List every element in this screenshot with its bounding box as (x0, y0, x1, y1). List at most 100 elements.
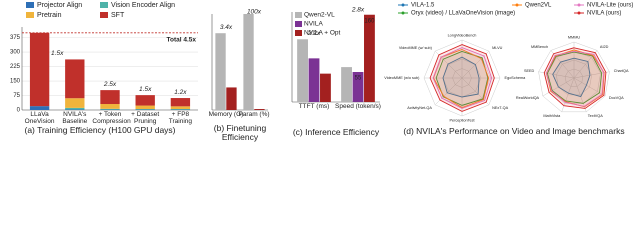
reduction-label: 1.5x (139, 86, 152, 93)
radar-axis-label: MMBench (531, 45, 548, 49)
radar-spoke (434, 77, 463, 106)
x-tick-label: Memory (G) (208, 111, 244, 118)
bar-segment (135, 105, 155, 110)
bar-segment (65, 59, 85, 99)
legend-swatch (26, 12, 34, 18)
bar-segment (65, 109, 85, 110)
bar-segment (100, 108, 120, 110)
y-tick-label: 300 (10, 50, 21, 56)
bar-segment (170, 109, 191, 110)
legend-swatch (295, 12, 302, 18)
radar-axis-label: VideoMME (w/ sub) (399, 46, 433, 50)
legend-label: Vision Encoder Align (111, 2, 175, 9)
radar-axis-label: PerceptionTest (449, 119, 475, 123)
radar-axis-label: MMMU (568, 36, 580, 40)
reduction-label: 1.5x (51, 50, 64, 57)
bar (243, 14, 254, 110)
legend-label: NVILA-Lite (ours) (587, 3, 633, 9)
bar (297, 39, 308, 102)
radar-series (543, 47, 607, 109)
y-tick-label: 0 (17, 108, 21, 114)
caption: (b) Finetuning Efficiency (213, 123, 267, 142)
x-tick-label: TTFT (ms) (298, 103, 330, 110)
bar (254, 109, 265, 110)
y-tick-label: 75 (13, 93, 20, 99)
bar (352, 72, 364, 102)
legend-marker (577, 11, 581, 15)
radar-axis-label: AI2D (600, 45, 609, 49)
bar-segment (135, 109, 155, 110)
total-label: Total 4.5x (166, 37, 196, 44)
legend-swatch (295, 30, 302, 36)
radar-axis-label: TextVQA (588, 114, 603, 118)
ratio-label: 2.8x (351, 7, 365, 14)
radar-spoke (434, 50, 463, 79)
ratio-label: 3.4x (220, 24, 233, 31)
radar-spoke (573, 50, 598, 79)
legend-marker (401, 11, 405, 15)
bar-segment (100, 104, 120, 109)
caption: (a) Training Efficiency (H100 GPU days) (24, 125, 176, 135)
legend-label: Qwen2-VL (304, 12, 335, 19)
radar-axis-label: NExT-QA (492, 106, 509, 110)
radar-series (552, 57, 591, 98)
radar-axis-label: MLVU (492, 46, 503, 50)
ratio-label: 2.2x (307, 30, 321, 37)
caption: (c) Inference Efficiency (292, 127, 380, 137)
radar-axis-label: MathVista (543, 114, 561, 118)
bar-segment (170, 98, 191, 107)
value-label: 160 (364, 18, 375, 24)
radar-axis-label: DocVQA (609, 96, 624, 100)
bar-segment (100, 90, 120, 105)
value-label: 55 (355, 76, 362, 82)
legend-label: Oryx (video) / LLaVaOneVision (image) (411, 11, 515, 17)
bar-segment (29, 106, 50, 110)
radar-axis-label: RealWorldQA (516, 96, 540, 100)
y-tick-label: 375 (10, 35, 21, 41)
x-tick-label: + Dataset Pruning (131, 111, 160, 125)
radar-axis-label: EgoSchema (505, 76, 527, 80)
x-tick-label: NVILA's Baseline (62, 111, 88, 125)
bar-segment (170, 106, 191, 110)
y-tick-label: 225 (10, 64, 21, 70)
bar (364, 14, 375, 103)
radar-series (545, 50, 605, 107)
legend-marker (401, 3, 405, 7)
x-tick-label: Param (%) (238, 111, 270, 118)
radar-series (432, 47, 493, 109)
bar (308, 58, 320, 102)
radar-ring (564, 68, 584, 87)
legend-label: NVILA (304, 21, 323, 28)
radar-series (546, 51, 603, 104)
figure: 0 75 150 225 300 375 1.5x 2.5x 1.5x 1.2x Total 4.5… (10, 2, 633, 142)
bar-segment (65, 107, 85, 110)
reduction-label: 2.5x (103, 81, 117, 88)
legend-label: Qwen2VL (525, 3, 552, 9)
legend-label: Pretrain (37, 12, 62, 19)
caption: (d) NVILA's Performance on Video and Ima… (403, 126, 625, 136)
legend-label: NVILA (ours) (587, 11, 621, 17)
legend-marker (577, 3, 581, 7)
bar-segment (135, 95, 155, 106)
radar-axis-label: ChartQA (614, 69, 629, 73)
legend-marker (515, 3, 519, 7)
bar (226, 87, 237, 110)
figure-svg: 0 75 150 225 300 375 1.5x 2.5x 1.5x 1.2x Total 4.5… (10, 2, 633, 123)
bar (341, 67, 352, 102)
legend-label: NVILA + Opt (304, 30, 341, 37)
bar (320, 73, 331, 102)
legend-swatch (100, 12, 108, 18)
bar (215, 33, 226, 111)
radar-axis-label: LongVideoBench (448, 33, 477, 37)
radar-axis-label: SEED (524, 69, 535, 73)
radar-series (435, 50, 489, 106)
radar-axis-label: VideoMME (w/o sub) (384, 76, 420, 80)
legend-label: Projector Align (37, 2, 82, 9)
bar-segment (29, 32, 50, 107)
ratio-label: 100x (247, 9, 262, 16)
x-tick-label: LLaVa OneVision (24, 111, 55, 125)
reduction-label: 1.2x (174, 89, 187, 96)
x-tick-label: + Token Compression (92, 111, 131, 125)
radar-axis-label: ActivityNet-QA (407, 106, 432, 110)
legend-label: VILA-1.5 (411, 3, 435, 9)
